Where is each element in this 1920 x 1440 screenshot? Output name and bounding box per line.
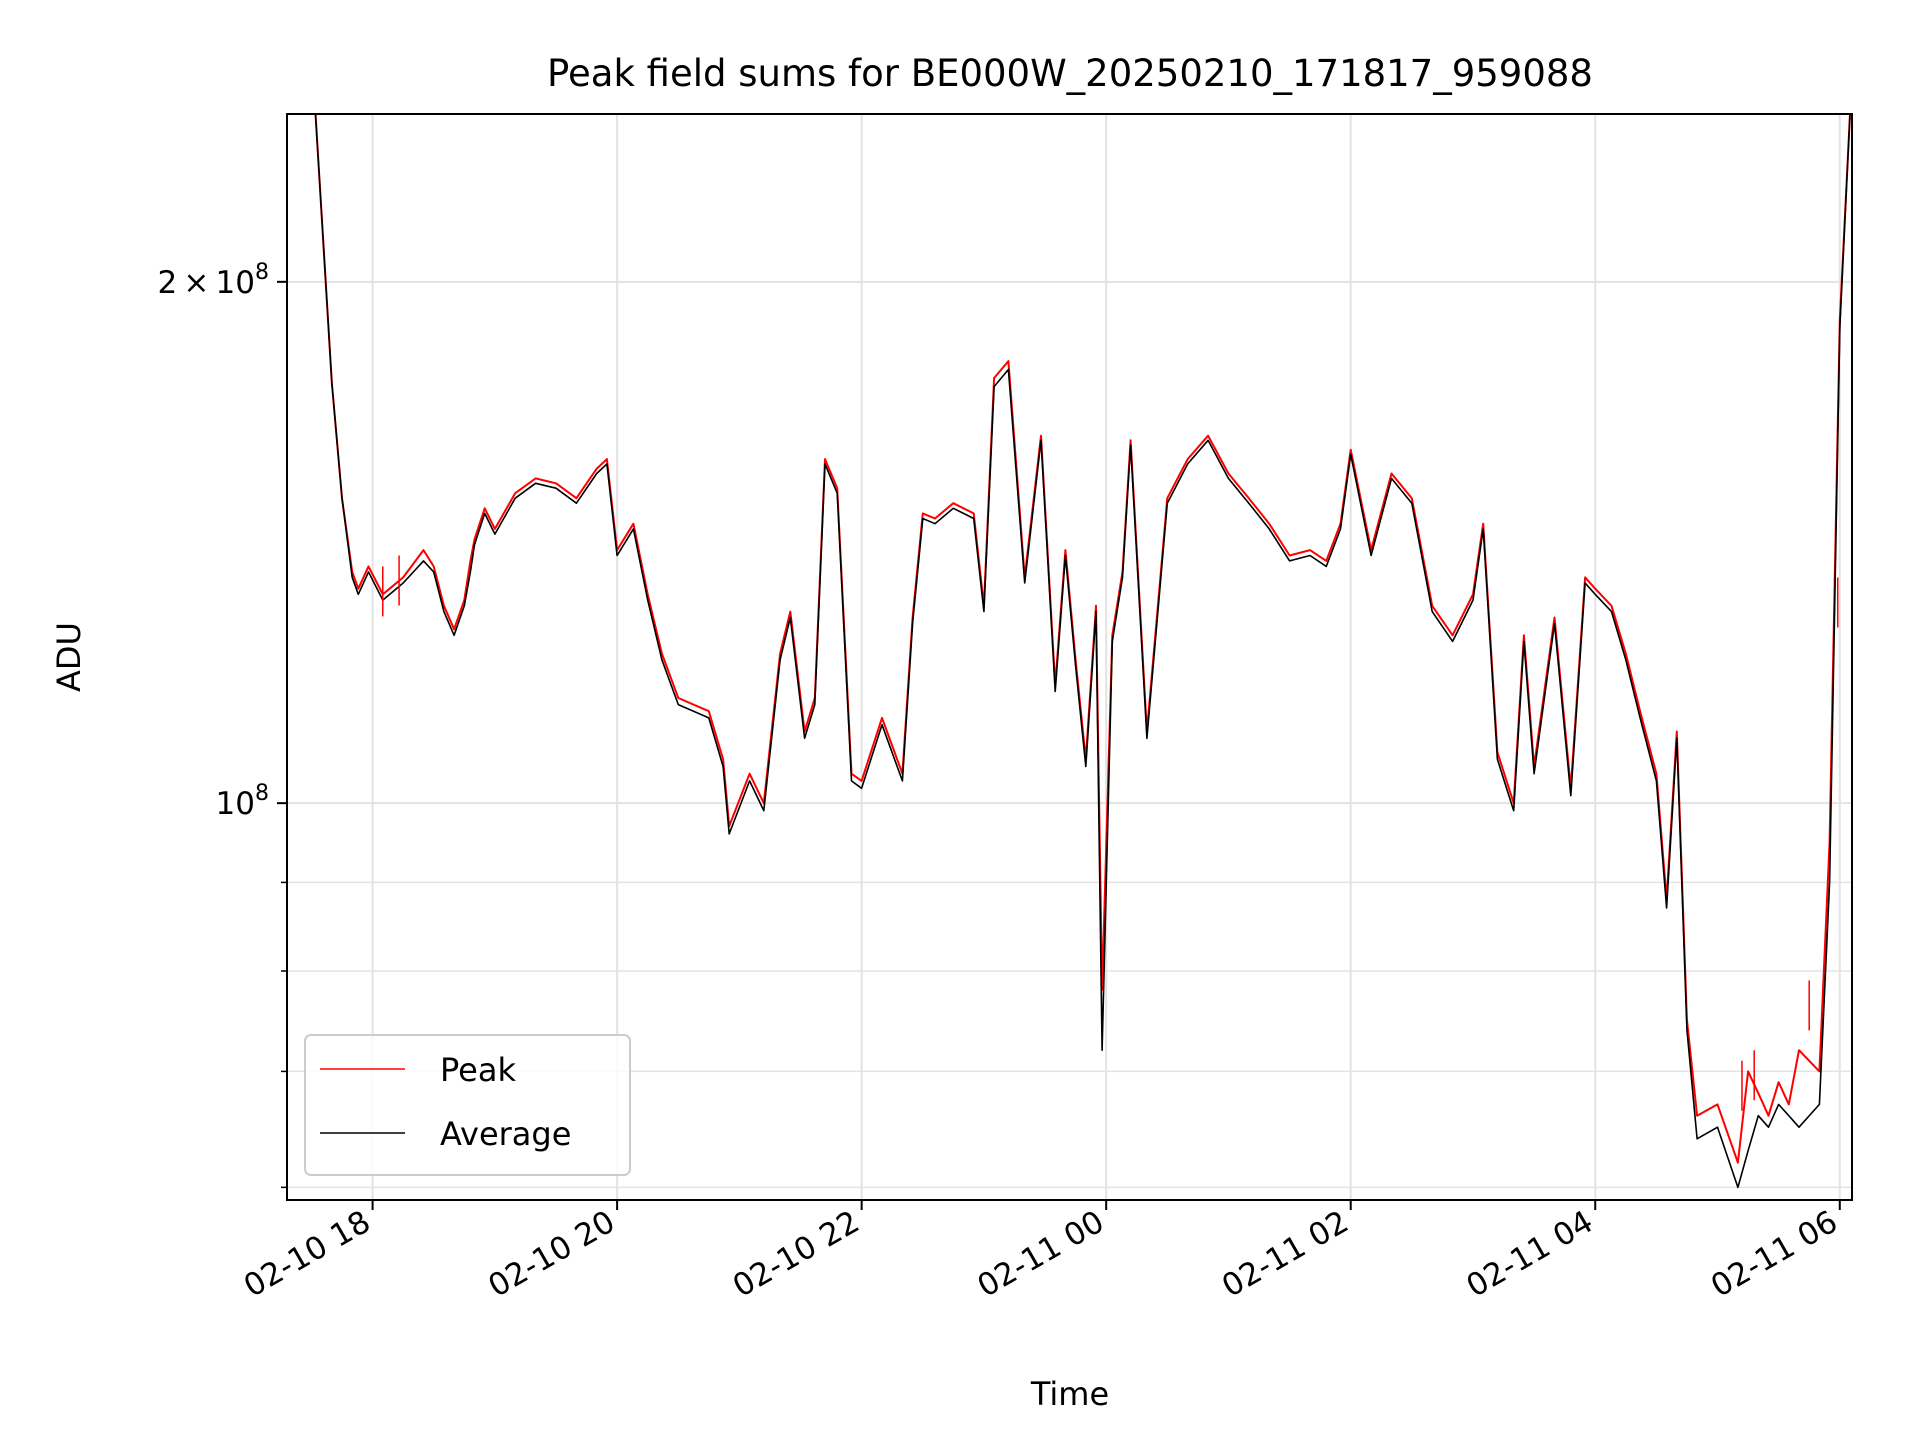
- y-axis-label: ADU: [50, 622, 88, 692]
- series-line-average: [291, 114, 1851, 1189]
- legend-average-label: Average: [440, 1115, 571, 1153]
- y-tick-label: 2 × 108: [157, 260, 269, 301]
- plot-frame: [286, 113, 1853, 1201]
- chart-title: Peak field sums for BE000W_20250210_1718…: [547, 52, 1593, 95]
- legend-peak-label: Peak: [440, 1051, 516, 1089]
- legend: Peak Average: [304, 1034, 631, 1176]
- y-tick-label: 108: [216, 781, 269, 822]
- grid: [287, 114, 1852, 1200]
- plot-area: [291, 114, 1851, 1189]
- x-axis-label: Time: [1030, 1375, 1109, 1413]
- y-axis: 2 × 108 108: [157, 260, 287, 1189]
- legend-box: [304, 1034, 631, 1176]
